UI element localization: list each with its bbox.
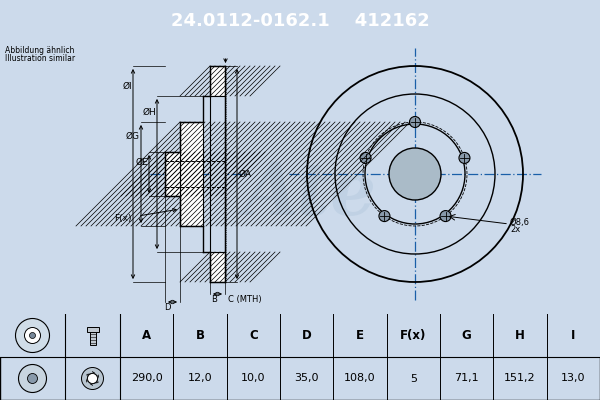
Bar	[210, 66, 225, 96]
Circle shape	[28, 374, 37, 384]
Circle shape	[409, 116, 421, 128]
Circle shape	[389, 148, 441, 200]
Text: 10,0: 10,0	[241, 374, 266, 384]
Text: 24.0112-0162.1    412162: 24.0112-0162.1 412162	[170, 12, 430, 30]
Text: C: C	[249, 329, 258, 342]
Text: B: B	[196, 329, 205, 342]
Circle shape	[379, 210, 390, 222]
Circle shape	[440, 210, 451, 222]
Text: Ø8,6: Ø8,6	[510, 218, 530, 226]
Text: 151,2: 151,2	[504, 374, 536, 384]
Text: A: A	[142, 329, 151, 342]
Circle shape	[82, 368, 104, 390]
Text: 5: 5	[410, 374, 417, 384]
Text: 71,1: 71,1	[454, 374, 479, 384]
Text: Abbildung ähnlich: Abbildung ähnlich	[5, 46, 74, 55]
Text: G: G	[462, 329, 472, 342]
Text: ØI: ØI	[122, 82, 132, 90]
Circle shape	[360, 152, 371, 164]
Circle shape	[16, 318, 49, 352]
Text: 108,0: 108,0	[344, 374, 376, 384]
Circle shape	[459, 152, 470, 164]
Text: D: D	[164, 303, 170, 312]
Text: 13,0: 13,0	[561, 374, 586, 384]
Text: ØG: ØG	[126, 132, 140, 140]
Bar	[210, 96, 225, 252]
Bar	[180, 122, 203, 226]
Text: Illustration similar: Illustration similar	[5, 54, 75, 63]
Text: ØE: ØE	[136, 158, 148, 166]
Bar	[89, 326, 95, 344]
Text: H: H	[515, 329, 525, 342]
Circle shape	[29, 332, 35, 338]
Circle shape	[19, 364, 47, 392]
Text: E: E	[356, 329, 364, 342]
Bar	[165, 152, 180, 196]
Text: 290,0: 290,0	[131, 374, 163, 384]
Text: 35,0: 35,0	[295, 374, 319, 384]
Text: F(x): F(x)	[400, 329, 427, 342]
Text: B: B	[211, 295, 217, 304]
Text: ØA: ØA	[239, 170, 252, 178]
Bar	[210, 252, 225, 282]
Text: 12,0: 12,0	[188, 374, 212, 384]
Text: F(x): F(x)	[115, 214, 132, 224]
Text: 2x: 2x	[510, 226, 520, 234]
Text: D: D	[302, 329, 311, 342]
Text: I: I	[571, 329, 575, 342]
Text: C (MTH): C (MTH)	[228, 295, 262, 304]
Bar	[86, 326, 98, 332]
Text: ØH: ØH	[142, 108, 156, 116]
Text: Ate: Ate	[243, 158, 377, 230]
Circle shape	[25, 328, 41, 344]
Bar	[0, 314, 600, 357]
Circle shape	[88, 374, 97, 384]
